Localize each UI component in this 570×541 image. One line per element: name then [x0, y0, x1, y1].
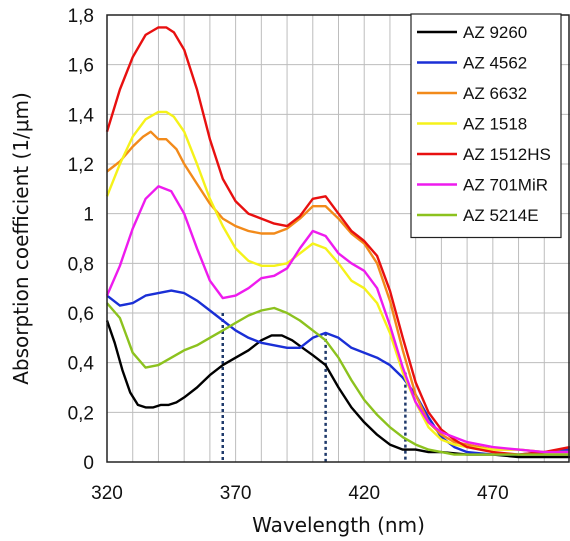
plot-frame [106, 14, 570, 463]
legend-label: AZ 5214E [463, 206, 539, 225]
x-tick-label: 470 [477, 483, 509, 504]
y-tick-label: 0 [83, 453, 94, 474]
legend-label: AZ 701MiR [463, 176, 548, 195]
legend-label: AZ 4562 [463, 54, 527, 73]
y-axis-label: Absorption coefficient (1/μm) [9, 92, 33, 385]
series-line-az-5214e [106, 302, 570, 456]
y-tick-label: 1,8 [68, 6, 94, 27]
legend-label: AZ 1518 [463, 115, 527, 134]
legend: AZ 9260 AZ 4562 AZ 6632 AZ 1518 AZ 1512HS AZ … [410, 13, 562, 239]
legend-label: AZ 1512HS [463, 145, 551, 164]
x-tick-label: 420 [348, 483, 380, 504]
x-tick-labels: 320 370 420 470 [91, 483, 509, 504]
y-tick-label: 1,2 [68, 155, 94, 176]
y-tick-label: 1,4 [68, 105, 95, 126]
x-axis-label: Wavelength (nm) [252, 513, 425, 537]
y-tick-label: 0,4 [68, 354, 95, 375]
y-tick-label: 1,6 [68, 56, 94, 77]
legend-box [410, 13, 562, 239]
legend-label: AZ 9260 [463, 23, 527, 42]
y-tick-label: 0,6 [68, 304, 94, 325]
y-tick-labels: 0 0,2 0,4 0,6 0,8 1 1,2 1,4 1,6 1,8 [68, 6, 95, 474]
y-tick-label: 1 [83, 205, 94, 226]
legend-label: AZ 6632 [463, 84, 527, 103]
y-tick-label: 0,2 [68, 403, 94, 424]
dotted-markers [221, 313, 407, 462]
series-lines [105, 26, 570, 459]
series-line-az-1518 [105, 110, 570, 454]
series-line-az-6632 [106, 130, 570, 454]
x-tick-label: 370 [220, 483, 252, 504]
y-tick-label: 0,8 [68, 254, 94, 275]
x-tick-label: 320 [91, 483, 123, 504]
series-line-az-9260 [105, 320, 570, 459]
series-line-az-701mir [105, 185, 570, 454]
